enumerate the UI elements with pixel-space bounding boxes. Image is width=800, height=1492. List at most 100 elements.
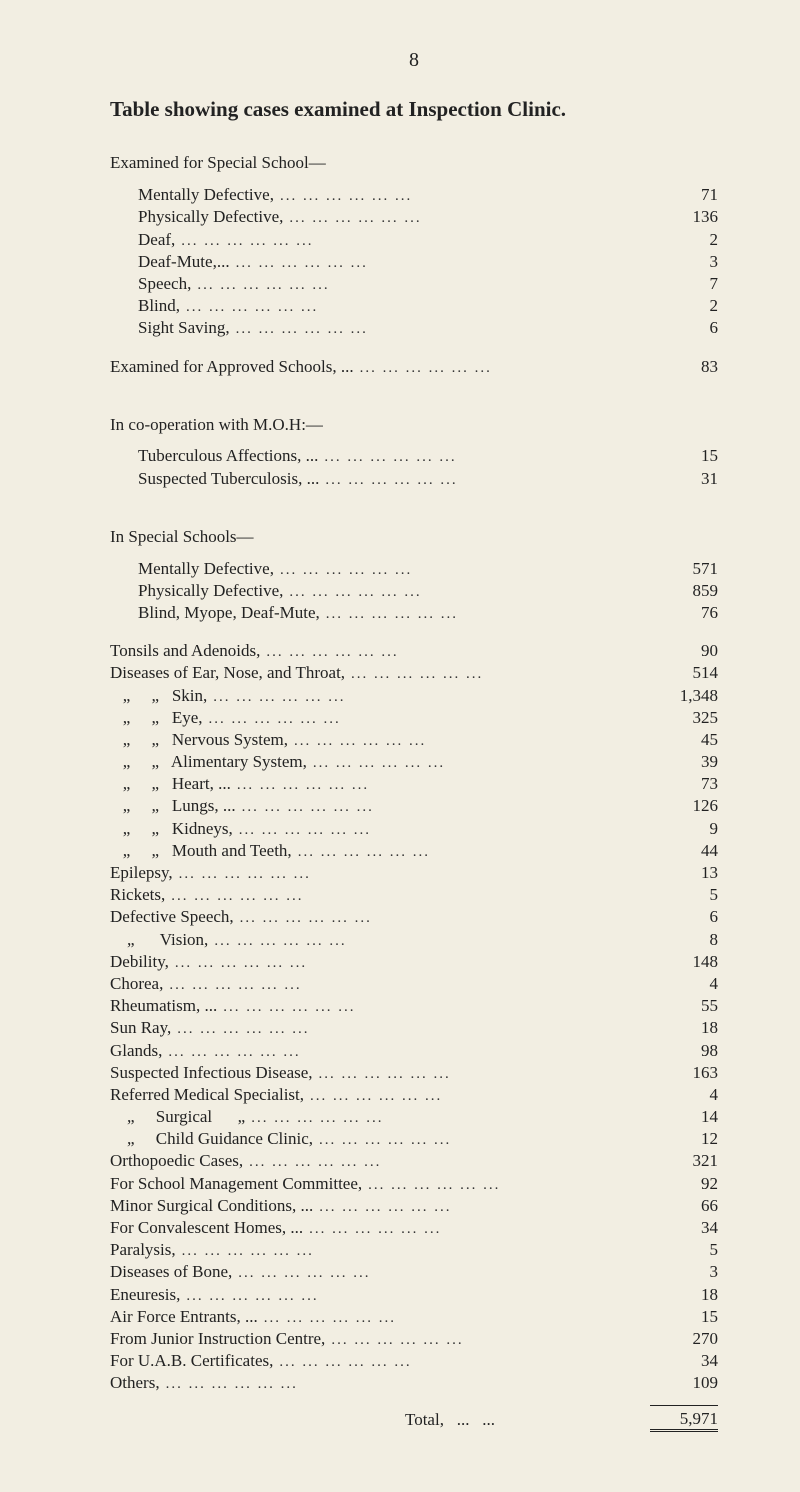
row-value: 571 [650,558,718,580]
table-row: Debility,148 [110,951,718,973]
row-label: Sight Saving, [138,317,230,339]
row-value: 859 [650,580,718,602]
row-value: 5 [650,884,718,906]
leader-dots [260,640,650,662]
leader-dots [313,1062,650,1084]
row-value: 18 [650,1284,718,1306]
row-label: „ „ Lungs, ... [110,795,236,817]
row-value: 270 [650,1328,718,1350]
row-label: Others, [110,1372,160,1394]
row-label: Tuberculous Affections, ... [138,445,318,467]
row-value: 15 [650,445,718,467]
row-label: Rickets, [110,884,165,906]
leader-dots [173,862,650,884]
row-value: 2 [650,229,718,251]
leader-dots [319,468,650,490]
row-label: Examined for Approved Schools, ... [110,356,354,378]
row-value: 6 [650,906,718,928]
row-value: 55 [650,995,718,1017]
row-label: Suspected Tuberculosis, ... [138,468,319,490]
leader-dots [160,1372,650,1394]
table-row: Eneuresis,18 [110,1284,718,1306]
row-label: Chorea, [110,973,163,995]
table-row: „ „ Kidneys,9 [110,818,718,840]
row-value: 4 [650,1084,718,1106]
total-value: 5,971 [650,1405,718,1433]
row-label: „ „ Mouth and Teeth, [110,840,292,862]
table-row: „ „ Eye,325 [110,707,718,729]
row-value: 9 [650,818,718,840]
leader-dots [274,558,650,580]
leader-dots [175,229,650,251]
row-label: Referred Medical Specialist, [110,1084,304,1106]
leader-dots [231,773,650,795]
row-value: 76 [650,602,718,624]
row-label: „ Vision, [110,929,208,951]
row-value: 39 [650,751,718,773]
table-body: Examined for Special School— Mentally Def… [110,152,718,1394]
leader-dots [162,1040,650,1062]
leader-dots [318,445,650,467]
row-label: For U.A.B. Certificates, [110,1350,273,1372]
table-row: „ „ Skin,1,348 [110,685,718,707]
row-value: 12 [650,1128,718,1150]
leader-dots [180,295,650,317]
section-heading: In Special Schools— [110,526,718,548]
row-value: 2 [650,295,718,317]
leader-dots [313,1195,650,1217]
row-value: 8 [650,929,718,951]
leader-dots [325,1328,650,1350]
row-label: Orthopoedic Cases, [110,1150,243,1172]
page-title: Table showing cases examined at Inspecti… [110,96,718,123]
leader-dots [230,251,650,273]
row-label: Speech, [138,273,191,295]
leader-dots [292,840,650,862]
table-row: Glands, 98 [110,1040,718,1062]
leader-dots [307,751,650,773]
table-row: Deaf, 2 [110,229,718,251]
row-label: Blind, Myope, Deaf-Mute, [138,602,320,624]
row-value: 45 [650,729,718,751]
table-row: Diseases of Bone, 3 [110,1261,718,1283]
row-value: 92 [650,1173,718,1195]
leader-dots [236,795,650,817]
row-label: Glands, [110,1040,162,1062]
row-value: 5 [650,1239,718,1261]
leader-dots [320,602,650,624]
row-value: 15 [650,1306,718,1328]
row-label: „ „ Nervous System, [110,729,288,751]
row-value: 98 [650,1040,718,1062]
leader-dots [243,1150,650,1172]
row-label: „ „ Skin, [110,685,207,707]
table-row: Deaf-Mute,...3 [110,251,718,273]
table-row: „ Vision, 8 [110,929,718,951]
table-row: Minor Surgical Conditions, ...66 [110,1195,718,1217]
table-row: Others,109 [110,1372,718,1394]
row-value: 321 [650,1150,718,1172]
row-value: 3 [650,1261,718,1283]
row-label: Defective Speech, [110,906,234,928]
table-row: For School Management Committee,92 [110,1173,718,1195]
row-label: Tonsils and Adenoids, [110,640,260,662]
row-label: Diseases of Bone, [110,1261,232,1283]
leader-dots [208,929,650,951]
row-label: Deaf-Mute,... [138,251,230,273]
row-value: 73 [650,773,718,795]
table-row: Tonsils and Adenoids,90 [110,640,718,662]
row-label: Debility, [110,951,169,973]
row-value: 34 [650,1217,718,1239]
section-heading: Examined for Special School— [110,152,718,174]
table-row: „ Child Guidance Clinic,12 [110,1128,718,1150]
leader-dots [362,1173,650,1195]
table-row: „ „ Lungs, ...126 [110,795,718,817]
section-heading: In co-operation with M.O.H:— [110,414,718,436]
row-label: Minor Surgical Conditions, ... [110,1195,313,1217]
table-row: Physically Defective,136 [110,206,718,228]
table-row: Air Force Entrants, ...15 [110,1306,718,1328]
row-label: Physically Defective, [138,580,283,602]
leader-dots [233,818,650,840]
row-label: Mentally Defective, [138,558,274,580]
leader-dots [303,1217,650,1239]
row-label: Deaf, [138,229,175,251]
table-row: Sight Saving,6 [110,317,718,339]
